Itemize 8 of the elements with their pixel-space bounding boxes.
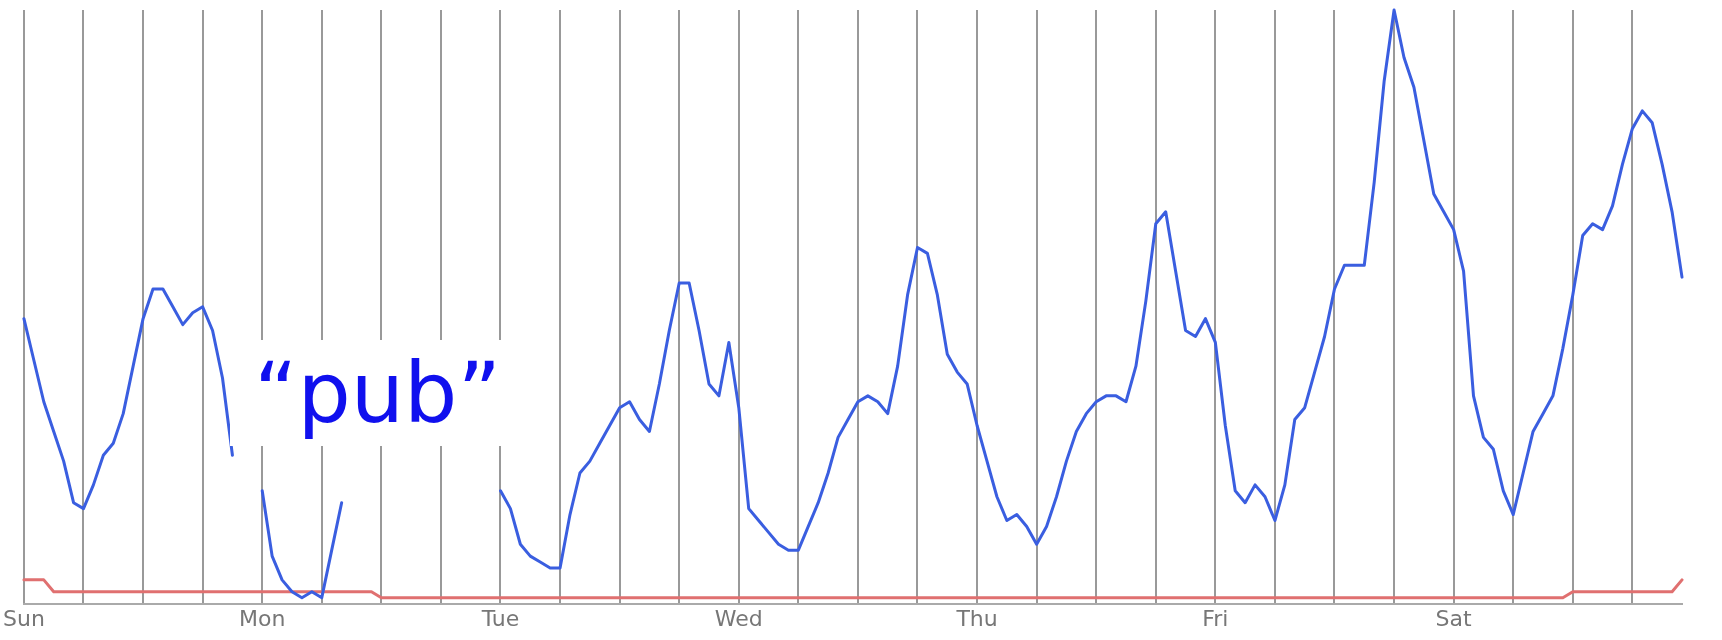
annotation: “pub” [230, 340, 525, 446]
x-tick-label: Sat [1435, 605, 1473, 631]
x-tick-label: Tue [480, 605, 520, 631]
x-tick-label: Mon [239, 605, 286, 631]
x-tick-label: Fri [1202, 605, 1229, 631]
x-tick-label: Wed [714, 605, 763, 631]
x-tick-label: Thu [955, 605, 998, 631]
x-tick-label: Sun [3, 605, 45, 631]
